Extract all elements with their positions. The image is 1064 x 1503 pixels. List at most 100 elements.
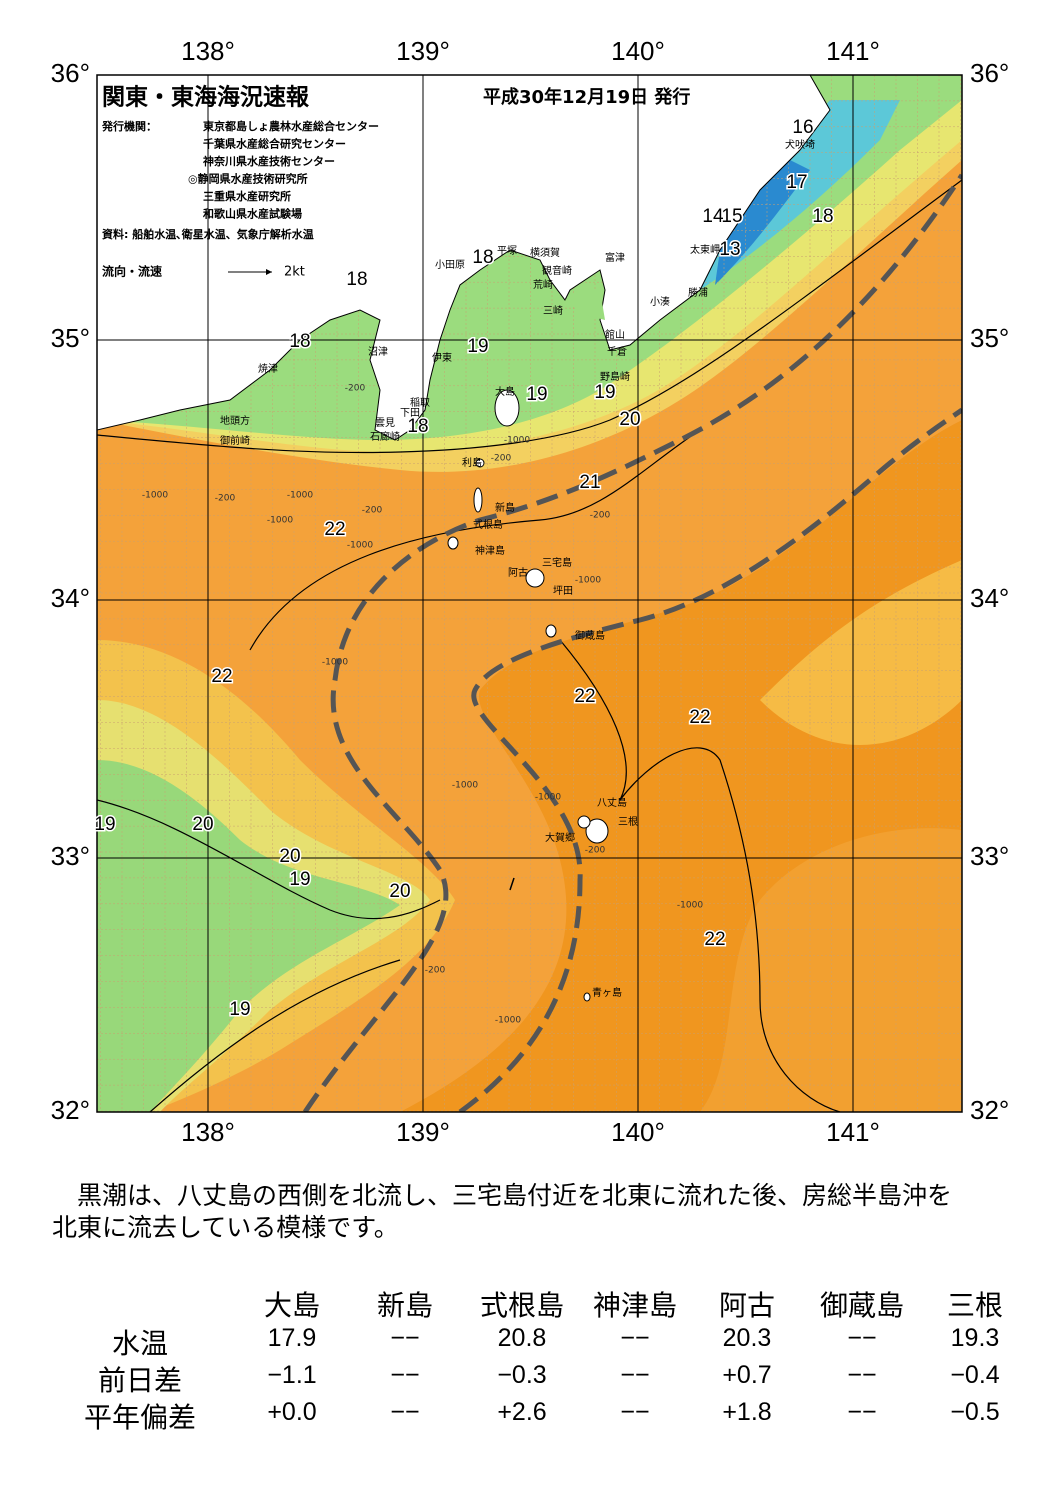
place-label: 横須賀 (530, 246, 560, 259)
publisher: ◎静岡県水産技術研究所 (188, 172, 308, 186)
place-label: 下田 (400, 408, 420, 419)
cell: +0.7 (722, 1361, 772, 1389)
column-header: 神津島 (592, 1289, 677, 1322)
lon-label: 140° (611, 36, 665, 66)
lat-label: 33° (51, 841, 90, 871)
place-label: 大島 (495, 385, 515, 398)
cell: +2.6 (497, 1398, 547, 1426)
place-label: 三崎 (543, 304, 563, 317)
place-label: 荒崎 (533, 278, 553, 291)
summary-line: 北東に流去している模様です。 (52, 1213, 399, 1242)
place-label: 新島 (495, 501, 515, 514)
cell: +1.8 (722, 1398, 772, 1426)
place-label: 阿古 (508, 566, 528, 579)
temperature-label: 13 (719, 239, 740, 260)
temperature-label: 19 (526, 384, 547, 405)
place-label: 小湊 (650, 295, 670, 308)
column-header: 新島 (376, 1289, 433, 1322)
cell: −1.1 (267, 1361, 317, 1389)
temperature-label: 17 (786, 172, 807, 193)
lat-label: 35° (970, 323, 1009, 353)
kuroshio-axis (302, 173, 962, 1112)
depth-label: -1000 (504, 436, 530, 446)
place-label: 稲取 (410, 397, 430, 409)
depth-label: -200 (345, 384, 366, 394)
cell: 19.3 (950, 1324, 1000, 1352)
lat-label: 34° (970, 583, 1009, 613)
lat-label: 35° (51, 323, 90, 353)
lon-label: 139° (396, 1117, 450, 1147)
source: 資料: 船舶水温､衛星水温、気象庁解析水温 (102, 227, 314, 241)
place-label: 勝浦 (688, 286, 708, 299)
depth-label: -1000 (495, 1016, 521, 1026)
place-label: 犬吠埼 (785, 138, 815, 151)
depth-label: -1000 (575, 576, 601, 586)
cell: 20.8 (497, 1324, 547, 1352)
temperature-label: 19 (594, 382, 615, 403)
cell: 17.9 (267, 1324, 317, 1352)
cell: −− (620, 1324, 650, 1352)
place-label: 八丈島 (597, 796, 627, 809)
cell: 20.3 (722, 1324, 772, 1352)
lon-label: 141° (826, 36, 880, 66)
temperature-label: 22 (211, 666, 232, 687)
current-arrow (509, 877, 515, 891)
place-label: 利島 (462, 456, 482, 469)
lat-label: 32° (970, 1095, 1009, 1125)
cell: −− (390, 1398, 420, 1426)
place-label: 観音崎 (542, 264, 572, 277)
lat-label: 34° (51, 583, 90, 613)
publishers-label: 発行機関： (101, 119, 157, 133)
temperature-label: 22 (324, 519, 345, 540)
place-label: 伊東 (432, 351, 452, 364)
lon-label: 138° (181, 36, 235, 66)
cell: −0.3 (497, 1361, 547, 1389)
depth-label: -200 (585, 846, 606, 856)
map-frame (96, 74, 963, 1113)
temperature-label: 19 (467, 336, 488, 357)
row-header: 前日差 (97, 1364, 182, 1397)
depth-label: -1000 (287, 491, 313, 501)
lon-label: 141° (826, 1117, 880, 1147)
land (97, 75, 831, 1002)
publisher: 和歌山県水産試験場 (203, 207, 302, 221)
temperature-label: 20 (619, 409, 640, 430)
issue-date: 平成30年12月19日 発行 (483, 86, 690, 108)
map: 関東・東海海況速報 平成30年12月19日 発行 発行機関： 東京都島しょ農林水… (51, 36, 1010, 1147)
cell: −− (847, 1361, 877, 1389)
row-header: 水温 (111, 1327, 168, 1360)
column-header: 大島 (263, 1289, 320, 1322)
place-label: 地頭方 (220, 414, 250, 427)
place-label: 平塚 (497, 245, 517, 257)
cell: −− (390, 1361, 420, 1389)
place-label: 石廊崎 (370, 430, 400, 443)
column-header: 阿古 (718, 1289, 775, 1322)
place-label: 大賀郷 (545, 831, 575, 844)
cell: −− (620, 1398, 650, 1426)
place-label: 御前崎 (220, 434, 250, 447)
legend-scale: 2kt (284, 265, 305, 280)
title: 関東・東海海況速報 (102, 84, 310, 111)
depth-label: -1000 (347, 541, 373, 551)
lat-label: 36° (51, 58, 90, 88)
column-header: 三根 (946, 1289, 1003, 1322)
lat-label: 33° (970, 841, 1009, 871)
column-header: 式根島 (479, 1289, 564, 1322)
temperature-label: 15 (721, 206, 742, 227)
place-label: 神津島 (475, 544, 505, 557)
depth-label: -1000 (452, 781, 478, 791)
contours (97, 179, 962, 1112)
temperature-label: 18 (346, 269, 367, 290)
temperature-label: 19 (289, 869, 310, 890)
cell: −− (847, 1324, 877, 1352)
place-label: 雲見 (375, 417, 395, 429)
place-label: 野島崎 (600, 370, 630, 383)
depth-label: -200 (491, 454, 512, 464)
place-label: 三宅島 (542, 556, 572, 569)
cell: +0.0 (267, 1398, 317, 1426)
cell: −0.4 (950, 1361, 1000, 1389)
temperature-label: 19 (229, 999, 250, 1020)
place-label: 富津 (605, 251, 625, 264)
legend-label: 流向・流速 (102, 264, 162, 279)
